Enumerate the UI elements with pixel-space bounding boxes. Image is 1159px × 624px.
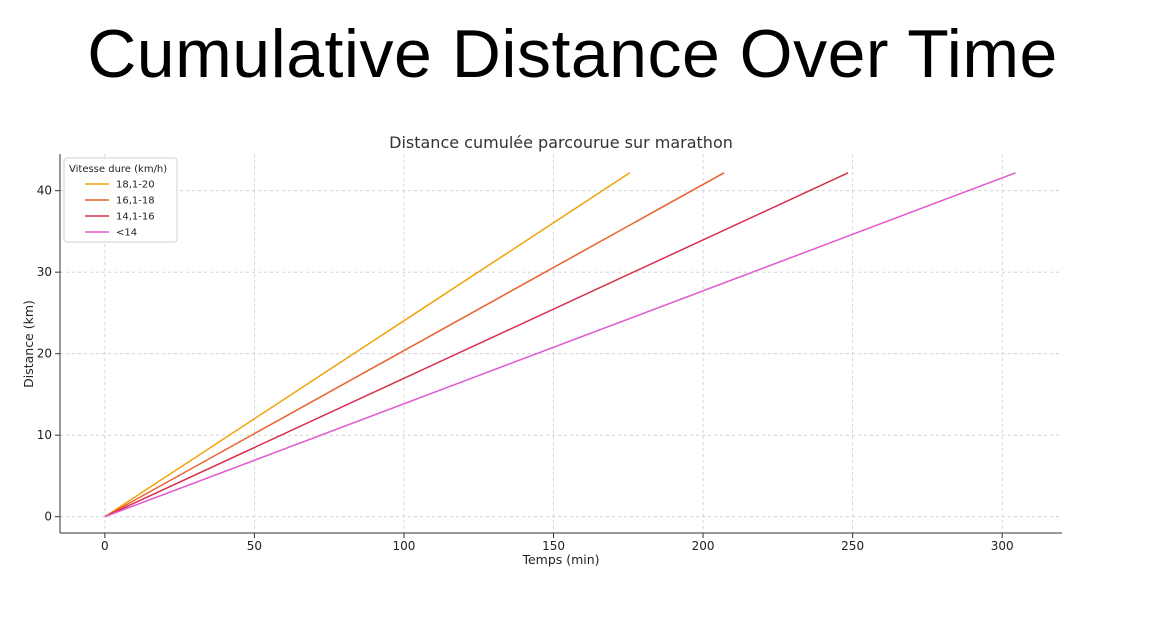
x-axis-label: Temps (min)	[521, 552, 599, 567]
series-line	[104, 172, 631, 518]
x-tick-label: 100	[393, 539, 416, 553]
series-line	[104, 172, 725, 518]
x-tick-label: 200	[692, 539, 715, 553]
y-axis-label: Distance (km)	[21, 300, 36, 388]
y-tick-label: 30	[37, 265, 52, 279]
x-tick-label: 0	[101, 539, 109, 553]
series-lines	[104, 172, 1016, 518]
legend-box	[63, 157, 178, 243]
axes: 0 50 100 150 200 250 300 0 10 20 30 40	[37, 154, 1062, 553]
legend: Vitesse dure (km/h) 18,1-20 16,1-18 14,1-1…	[63, 157, 178, 243]
x-tick-label: 150	[542, 539, 565, 553]
chart-title: Distance cumulée parcourue sur marathon	[389, 133, 733, 152]
x-tick-label: 300	[991, 539, 1014, 553]
slide-title: Cumulative Distance Over Time	[87, 16, 1058, 92]
y-tick-label: 20	[37, 347, 52, 361]
series-line	[104, 172, 849, 518]
legend-label: 18,1-20	[116, 180, 155, 191]
legend-title: Vitesse dure (km/h)	[69, 164, 167, 175]
legend-label: 14,1-16	[116, 212, 155, 223]
legend-label: <14	[116, 228, 137, 239]
y-tick-label: 10	[37, 428, 52, 442]
legend-label: 16,1-18	[116, 196, 155, 207]
y-tick-label: 0	[44, 510, 52, 524]
series-line	[104, 172, 1016, 518]
x-tick-label: 250	[841, 539, 864, 553]
x-tick-label: 50	[247, 539, 262, 553]
grid	[60, 154, 1062, 533]
y-tick-label: 40	[37, 184, 52, 198]
